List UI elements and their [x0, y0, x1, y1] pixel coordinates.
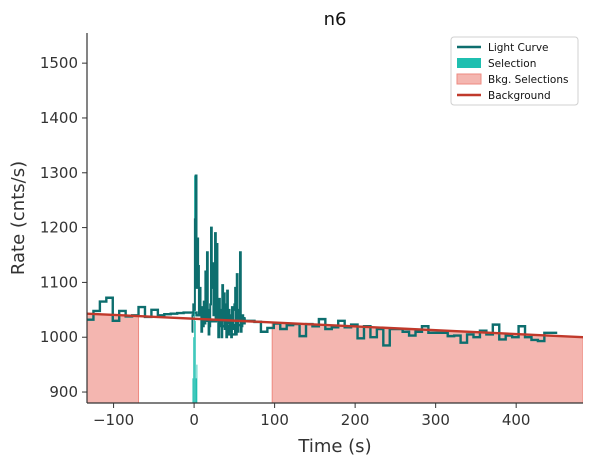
y-tick-label: 1500 — [40, 54, 78, 72]
legend-label: Selection — [488, 58, 536, 70]
selection-bar-5 — [196, 364, 198, 403]
light-curve-coarse — [87, 296, 558, 347]
x-tick-label: 400 — [502, 411, 531, 429]
x-tick-label: 100 — [260, 411, 289, 429]
chart-title: n6 — [324, 9, 347, 30]
y-tick-label: 1400 — [40, 109, 78, 127]
legend-box — [450, 36, 579, 106]
x-tick-label: 200 — [341, 411, 370, 429]
plot-clip-group — [87, 174, 583, 403]
selection-bar-3 — [194, 320, 196, 403]
selection-bar-0 — [192, 378, 194, 403]
y-tick-label: 900 — [49, 383, 78, 401]
y-tick-label: 1000 — [40, 328, 78, 346]
y-tick-label: 1100 — [40, 273, 78, 291]
background-line — [87, 312, 583, 339]
legend: Light Curve Selection Bkg. Selections Backg… — [450, 36, 579, 106]
plot-area — [87, 174, 583, 403]
legend-label: Background — [488, 90, 551, 102]
selection-bar-1 — [193, 337, 195, 403]
selection-bar-4 — [195, 378, 197, 403]
x-tick-label: −100 — [93, 411, 134, 429]
legend-swatch-patch — [457, 58, 481, 68]
legend-swatch-patch — [456, 73, 482, 85]
light-curve-fine — [191, 174, 246, 339]
bkg-selection-0 — [87, 313, 140, 403]
y-tick-label: 1300 — [40, 164, 78, 182]
y-tick-label: 1200 — [40, 219, 78, 237]
x-tick-label: 300 — [421, 411, 450, 429]
legend-label: Light Curve — [488, 42, 549, 54]
bkg-selection-1 — [271, 321, 583, 403]
axes: −100 0 100 200 300 400 900 1000 1100 1200 1300 1400… — [40, 33, 583, 429]
legend-label: Bkg. Selections — [488, 74, 568, 86]
x-axis-label: Time (s) — [297, 436, 371, 457]
y-axis-label: Rate (cnts/s) — [8, 161, 29, 275]
x-tick-label: 0 — [189, 411, 199, 429]
